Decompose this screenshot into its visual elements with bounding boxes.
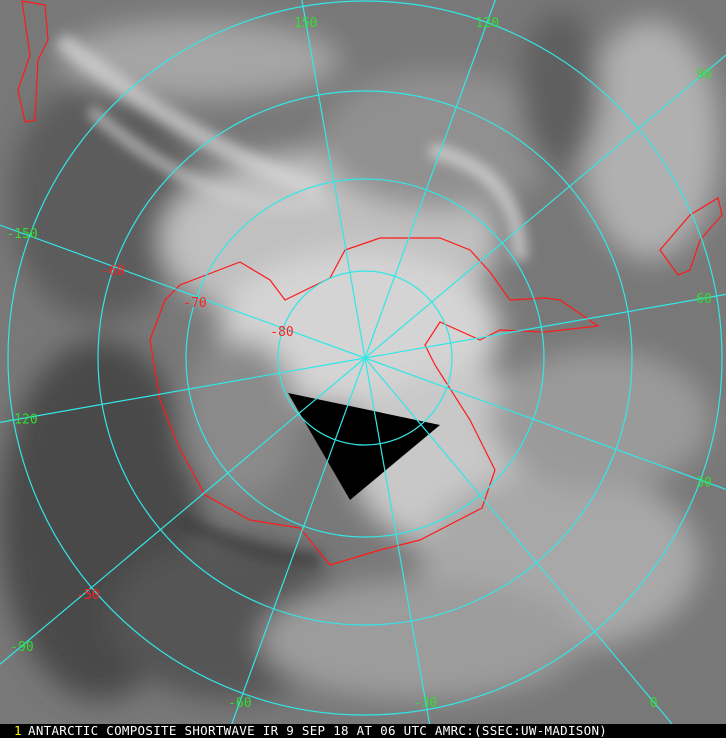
latitude-label: -50 xyxy=(76,588,99,603)
longitude-label: 60 xyxy=(696,292,712,307)
longitude-label: 90 xyxy=(696,68,712,83)
latitude-circle--60 xyxy=(97,90,633,626)
meridian-120 xyxy=(364,0,496,359)
meridian-90 xyxy=(364,54,726,359)
latitude-label: -80 xyxy=(270,325,293,340)
no-data-region xyxy=(288,393,440,500)
longitude-label: -120 xyxy=(6,412,37,427)
longitude-label: 120 xyxy=(476,16,499,31)
meridian--120 xyxy=(0,357,366,423)
coastlines xyxy=(17,0,723,566)
longitude-label: 30 xyxy=(696,475,712,490)
meridian-30 xyxy=(364,357,726,490)
meridian-0 xyxy=(364,357,673,724)
longitude-label: -30 xyxy=(414,696,437,711)
south-america-coastline xyxy=(659,197,723,276)
meridian--60 xyxy=(231,357,366,724)
longitude-label: -90 xyxy=(10,640,33,655)
antarctica-coastline xyxy=(149,237,600,566)
longitude-label: -60 xyxy=(228,696,251,711)
latitude-label: -70 xyxy=(183,296,206,311)
longitude-label: 0 xyxy=(650,696,658,711)
meridian--30 xyxy=(364,357,431,724)
longitude-label: -150 xyxy=(6,227,37,242)
meridian-150 xyxy=(301,0,366,359)
meridian--150 xyxy=(0,224,366,359)
meridian-60 xyxy=(364,293,726,359)
meridian--90 xyxy=(0,357,366,665)
new-zealand-coastline xyxy=(17,0,49,123)
caption-marker: 1 xyxy=(14,723,22,738)
latitude-label: -60 xyxy=(101,264,124,279)
grid-labels: 150 120 90 60 30 0 -30 -60 -90 -120 -150 -80 -70 -60 -… xyxy=(6,16,711,711)
latitude-circle--70 xyxy=(185,178,545,538)
longitude-label: 150 xyxy=(294,16,317,31)
latitude-circle--80 xyxy=(277,270,453,446)
latitude-circle--50 xyxy=(7,0,723,716)
image-caption: ANTARCTIC COMPOSITE SHORTWAVE IR 9 SEP 1… xyxy=(0,724,726,738)
